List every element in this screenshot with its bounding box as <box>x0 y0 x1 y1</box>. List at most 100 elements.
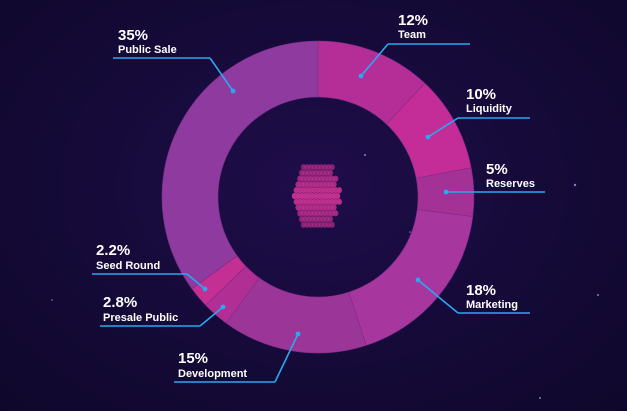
logo-dot <box>315 164 321 171</box>
slice-label-team: Team <box>398 29 426 41</box>
logo-dot <box>324 181 330 188</box>
logo-dot <box>324 204 330 211</box>
logo-dot <box>326 175 332 182</box>
cube-logo-icon <box>291 164 342 228</box>
logo-dot <box>327 204 333 211</box>
leader-dot-liquidity <box>425 134 431 140</box>
logo-dot <box>304 187 310 194</box>
logo-dot <box>313 169 319 177</box>
logo-dot <box>311 210 317 217</box>
logo-dot <box>302 204 308 211</box>
slice-percent-liquidity: 10% <box>466 86 496 103</box>
leader-dot-reserves <box>443 189 449 195</box>
logo-dot <box>304 221 310 228</box>
logo-dot <box>317 204 323 211</box>
logo-dot <box>309 215 315 223</box>
logo-dot <box>299 181 305 188</box>
logo-dot <box>336 198 342 205</box>
logo-dot <box>308 175 314 182</box>
leader-line-public-sale <box>209 57 234 92</box>
logo-dot <box>318 210 324 217</box>
logo-dot <box>317 192 323 200</box>
logo-dot <box>302 181 308 188</box>
logo-dot <box>304 164 310 171</box>
logo-dot <box>313 204 319 211</box>
slice-label-public-sale: Public Sale <box>118 44 177 56</box>
logo-dot <box>306 192 312 200</box>
leader-lines <box>92 43 545 383</box>
logo-dot <box>322 175 328 182</box>
logo-dot <box>326 164 332 171</box>
leader-dot-development <box>295 331 301 337</box>
logo-dot <box>313 192 319 200</box>
slice-percent-team: 12% <box>398 12 428 29</box>
star-dot <box>573 183 577 187</box>
logo-dot <box>331 181 337 188</box>
slice-label-seed-round: Seed Round <box>96 260 160 272</box>
logo-dot <box>300 175 306 182</box>
logo-dot <box>311 175 317 182</box>
logo-dot <box>315 198 321 205</box>
slice-percent-marketing: 18% <box>466 282 496 299</box>
logo-dot <box>302 192 308 200</box>
logo-dot <box>304 210 310 217</box>
logo-dot <box>300 187 306 194</box>
logo-dot <box>300 198 306 205</box>
logo-dot <box>300 164 306 171</box>
logo-dot <box>317 181 323 188</box>
logo-dot <box>322 187 328 194</box>
logo-dot <box>320 192 326 200</box>
logo-dot <box>331 192 337 200</box>
logo-dot <box>326 221 332 228</box>
slice-percent-public-sale: 35% <box>118 27 148 44</box>
slice-label-liquidity: Liquidity <box>466 103 513 115</box>
leader-dot-presale-public <box>220 304 226 310</box>
logo-dot <box>306 204 312 211</box>
logo-dot <box>311 198 317 205</box>
star-dot <box>409 231 411 233</box>
logo-dot <box>333 210 339 217</box>
logo-dot <box>293 187 299 194</box>
leader-dot-marketing <box>415 277 421 283</box>
logo-dot <box>315 210 321 217</box>
logo-dot <box>309 204 315 211</box>
logo-dot <box>324 215 330 223</box>
logo-dot <box>320 215 326 223</box>
logo-dot <box>329 210 335 217</box>
logo-dot <box>311 187 317 194</box>
logo-dot <box>333 175 339 182</box>
logo-dot <box>318 187 324 194</box>
logo-dot <box>308 221 314 228</box>
logo-dot <box>297 175 303 182</box>
logo-dot <box>299 215 305 223</box>
star-dot <box>597 294 599 296</box>
logo-dot <box>309 181 315 188</box>
logo-dot <box>324 192 330 200</box>
logo-dot <box>320 181 326 188</box>
logo-dot <box>302 169 308 177</box>
slice-public-sale <box>161 40 319 290</box>
logo-dot <box>311 221 317 228</box>
slice-label-reserves: Reserves <box>486 178 535 190</box>
logo-dot <box>304 198 310 205</box>
logo-dot <box>318 164 324 171</box>
logo-dot <box>313 215 319 223</box>
logo-dot <box>329 164 335 171</box>
logo-dot <box>315 175 321 182</box>
logo-dot <box>311 164 317 171</box>
logo-dot <box>300 221 306 228</box>
logo-dot <box>329 175 335 182</box>
logo-dot <box>329 187 335 194</box>
logo-dot <box>326 198 332 205</box>
logo-dot <box>322 198 328 205</box>
slice-label-marketing: Marketing <box>466 299 518 311</box>
slice-percent-development: 15% <box>178 350 208 367</box>
logo-dot <box>335 192 341 200</box>
leader-line-seed-round <box>186 273 206 290</box>
logo-dot <box>322 164 328 171</box>
logo-dot <box>320 169 326 177</box>
logo-dot <box>308 164 314 171</box>
leader-line-team <box>360 43 389 77</box>
